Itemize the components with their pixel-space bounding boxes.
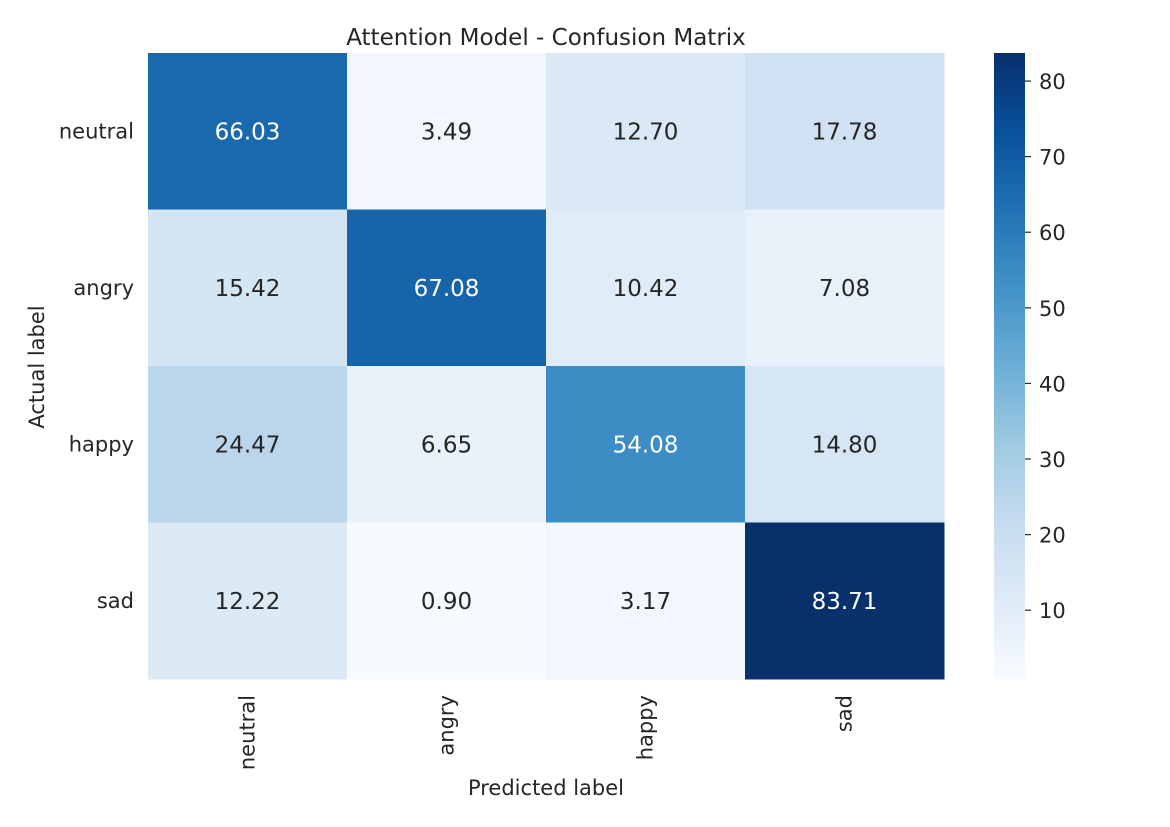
heatmap-cell-label: 14.80 xyxy=(812,432,878,458)
heatmap-cell xyxy=(745,53,945,210)
heatmap-cell xyxy=(148,366,348,523)
chart-title: Attention Model - Confusion Matrix xyxy=(346,25,746,51)
heatmap-cell xyxy=(745,209,945,367)
colorbar xyxy=(994,53,1025,679)
heatmap-cell xyxy=(347,209,547,367)
x-tick-label: happy xyxy=(634,695,658,760)
heatmap-cell-label: 54.08 xyxy=(613,432,679,458)
y-tick-label: neutral xyxy=(59,119,134,143)
colorbar-tick-label: 40 xyxy=(1039,372,1066,396)
y-axis-label: Actual label xyxy=(25,305,49,428)
y-tick-label: happy xyxy=(69,432,134,456)
x-axis-label: Predicted label xyxy=(468,776,624,800)
colorbar-tick-label: 80 xyxy=(1039,70,1066,94)
heatmap-cell-label: 24.47 xyxy=(215,432,281,458)
heatmap-cell xyxy=(745,522,945,680)
x-tick-label: angry xyxy=(435,695,459,756)
heatmap-cell-label: 7.08 xyxy=(819,276,870,302)
heatmap-cell xyxy=(546,522,746,680)
heatmap-cell-labels: 66.03 3.49 12.70 17.78 15.42 67.08 10.42 7.08 24… xyxy=(215,119,878,615)
heatmap-cell-label: 3.49 xyxy=(421,119,472,145)
x-tick-labels: neutral angry happy sad xyxy=(236,695,857,770)
heatmap-cell xyxy=(347,522,547,680)
heatmap-cell-label: 12.22 xyxy=(215,589,281,615)
colorbar-tick-label: 70 xyxy=(1039,146,1066,170)
colorbar-tick-label: 30 xyxy=(1039,448,1066,472)
colorbar-tick-label: 50 xyxy=(1039,297,1066,321)
heatmap-cell xyxy=(347,53,547,210)
heatmap-cell-label: 15.42 xyxy=(215,276,281,302)
heatmap-cell-label: 0.90 xyxy=(421,589,472,615)
colorbar-ticks: 10 20 30 40 50 60 70 80 xyxy=(1025,70,1066,623)
heatmap-cell-label: 17.78 xyxy=(812,119,878,145)
heatmap-cell-label: 6.65 xyxy=(421,432,472,458)
heatmap-cell-label: 10.42 xyxy=(613,276,679,302)
colorbar-tick-label: 10 xyxy=(1039,599,1066,623)
heatmap-cell-label: 12.70 xyxy=(613,119,679,145)
heatmap-cell-label: 66.03 xyxy=(215,119,281,145)
x-tick-label: sad xyxy=(833,695,857,732)
heatmap-cell-label: 67.08 xyxy=(414,276,480,302)
y-tick-labels: neutral angry happy sad xyxy=(59,119,134,613)
heatmap-cell xyxy=(546,53,746,210)
y-tick-label: angry xyxy=(73,276,134,300)
heatmap-cell xyxy=(148,53,348,210)
heatmap-cell-label: 3.17 xyxy=(620,589,671,615)
heatmap-cell xyxy=(148,209,348,367)
heatmap-cell xyxy=(148,522,348,680)
colorbar-tick-label: 20 xyxy=(1039,524,1066,548)
heatmap-cell xyxy=(546,209,746,367)
heatmap-cell xyxy=(745,366,945,523)
y-tick-label: sad xyxy=(97,589,134,613)
heatmap-cells xyxy=(148,53,945,680)
heatmap-cell xyxy=(546,366,746,523)
heatmap-cell xyxy=(347,366,547,523)
colorbar-tick-label: 60 xyxy=(1039,221,1066,245)
x-tick-label: neutral xyxy=(236,695,260,770)
heatmap-cell-label: 83.71 xyxy=(812,589,878,615)
